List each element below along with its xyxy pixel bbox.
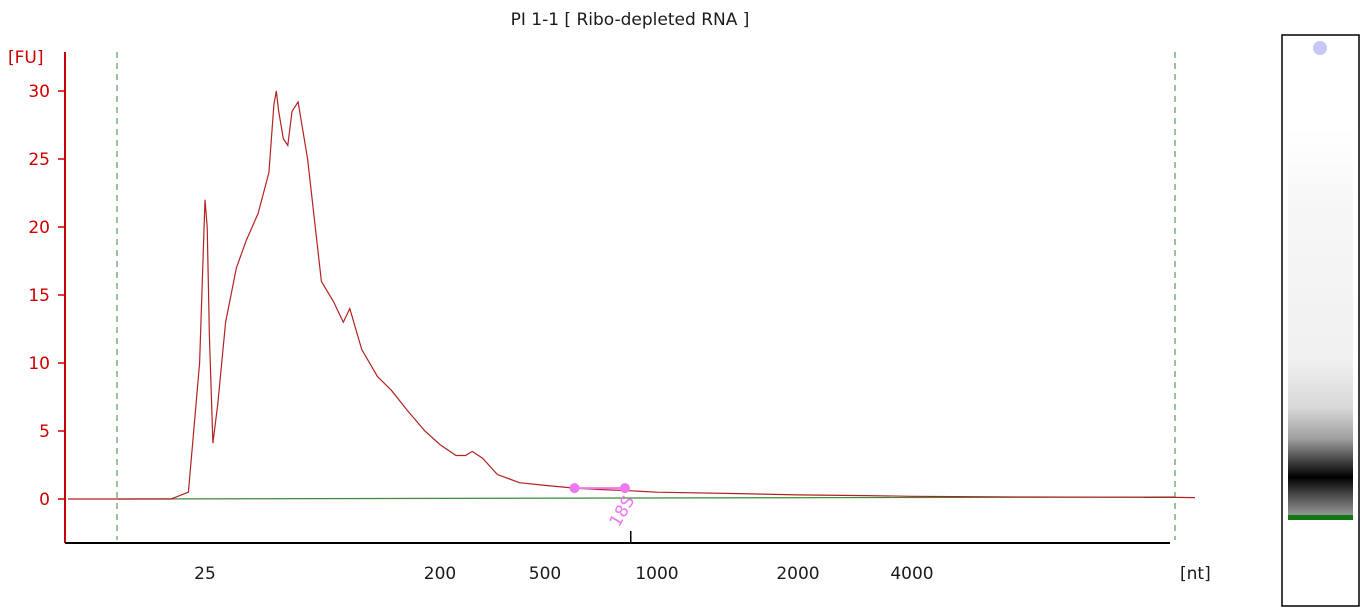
gel-smear	[1288, 128, 1353, 516]
y-tick-label: 0	[39, 490, 50, 510]
y-ticks: 0 5 10 15 20 25 30	[28, 82, 65, 510]
y-tick-label: 20	[28, 218, 50, 238]
series-group	[68, 90, 1196, 500]
gel-lane	[1281, 34, 1360, 607]
x-tick-label: 4000	[890, 564, 933, 584]
y-axis-label: [FU]	[8, 48, 44, 68]
lower-marker-band	[1288, 515, 1353, 520]
signal-line	[68, 90, 1196, 500]
peak-end-dot	[619, 483, 630, 494]
alignment-lines	[116, 52, 1176, 540]
y-tick-label: 30	[28, 82, 50, 102]
y-tick-label: 25	[28, 150, 50, 170]
x-tick-label: 200	[424, 564, 456, 584]
x-tick-label: 25	[194, 564, 216, 584]
upper-marker-dot	[1313, 41, 1327, 55]
y-tick-label: 15	[28, 286, 50, 306]
x-ticks: 25 200 500 1000 2000 4000	[194, 531, 934, 584]
x-tick-label: 500	[529, 564, 561, 584]
y-tick-label: 5	[39, 422, 50, 442]
y-tick-label: 10	[28, 354, 50, 374]
chart-title: PI 1-1 [ Ribo-depleted RNA ]	[511, 10, 750, 30]
x-tick-label: 1000	[635, 564, 678, 584]
x-tick-label: 2000	[776, 564, 819, 584]
x-axis-label: [nt]	[1180, 564, 1211, 584]
peak-start-dot	[569, 483, 580, 494]
